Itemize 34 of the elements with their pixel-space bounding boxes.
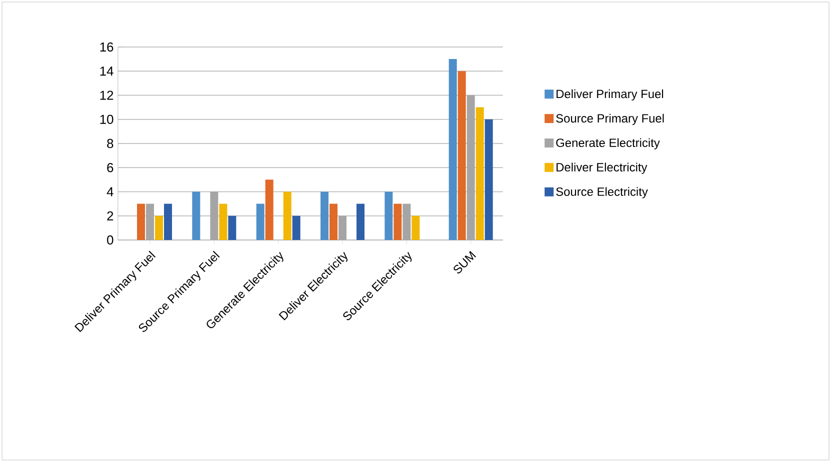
bar <box>155 216 164 240</box>
legend-label: Source Primary Fuel <box>556 114 664 125</box>
bar <box>412 216 420 240</box>
bar <box>356 204 365 240</box>
bar <box>458 71 466 240</box>
bar <box>164 204 172 240</box>
legend-label: Source Electricity <box>556 187 648 198</box>
legend-label: Deliver Electricity <box>556 162 648 174</box>
bar <box>394 204 402 240</box>
bar <box>228 216 236 240</box>
bar <box>219 204 228 240</box>
y-tick-label: 16 <box>100 42 114 52</box>
bar <box>256 204 264 240</box>
bar <box>476 107 484 240</box>
bar <box>384 192 393 240</box>
bar <box>330 204 338 240</box>
legend-label: Deliver Primary Fuel <box>556 89 664 101</box>
bar <box>137 204 146 240</box>
legend-label: Generate Electricity <box>556 138 660 150</box>
bar <box>192 192 200 240</box>
bar <box>320 192 329 240</box>
y-tick-label: 10 <box>100 114 114 124</box>
bar <box>484 119 493 240</box>
y-tick-label: 2 <box>107 211 114 220</box>
y-tick-label: 6 <box>107 163 114 172</box>
bar <box>448 59 457 240</box>
bar <box>292 216 300 240</box>
y-tick-label: 0 <box>107 235 114 245</box>
y-tick-label: 14 <box>100 66 114 76</box>
y-tick-label: 12 <box>100 90 114 100</box>
y-tick-label: 8 <box>107 138 114 148</box>
y-tick-label: 4 <box>106 187 114 196</box>
bar <box>265 180 274 240</box>
bar <box>283 192 292 240</box>
